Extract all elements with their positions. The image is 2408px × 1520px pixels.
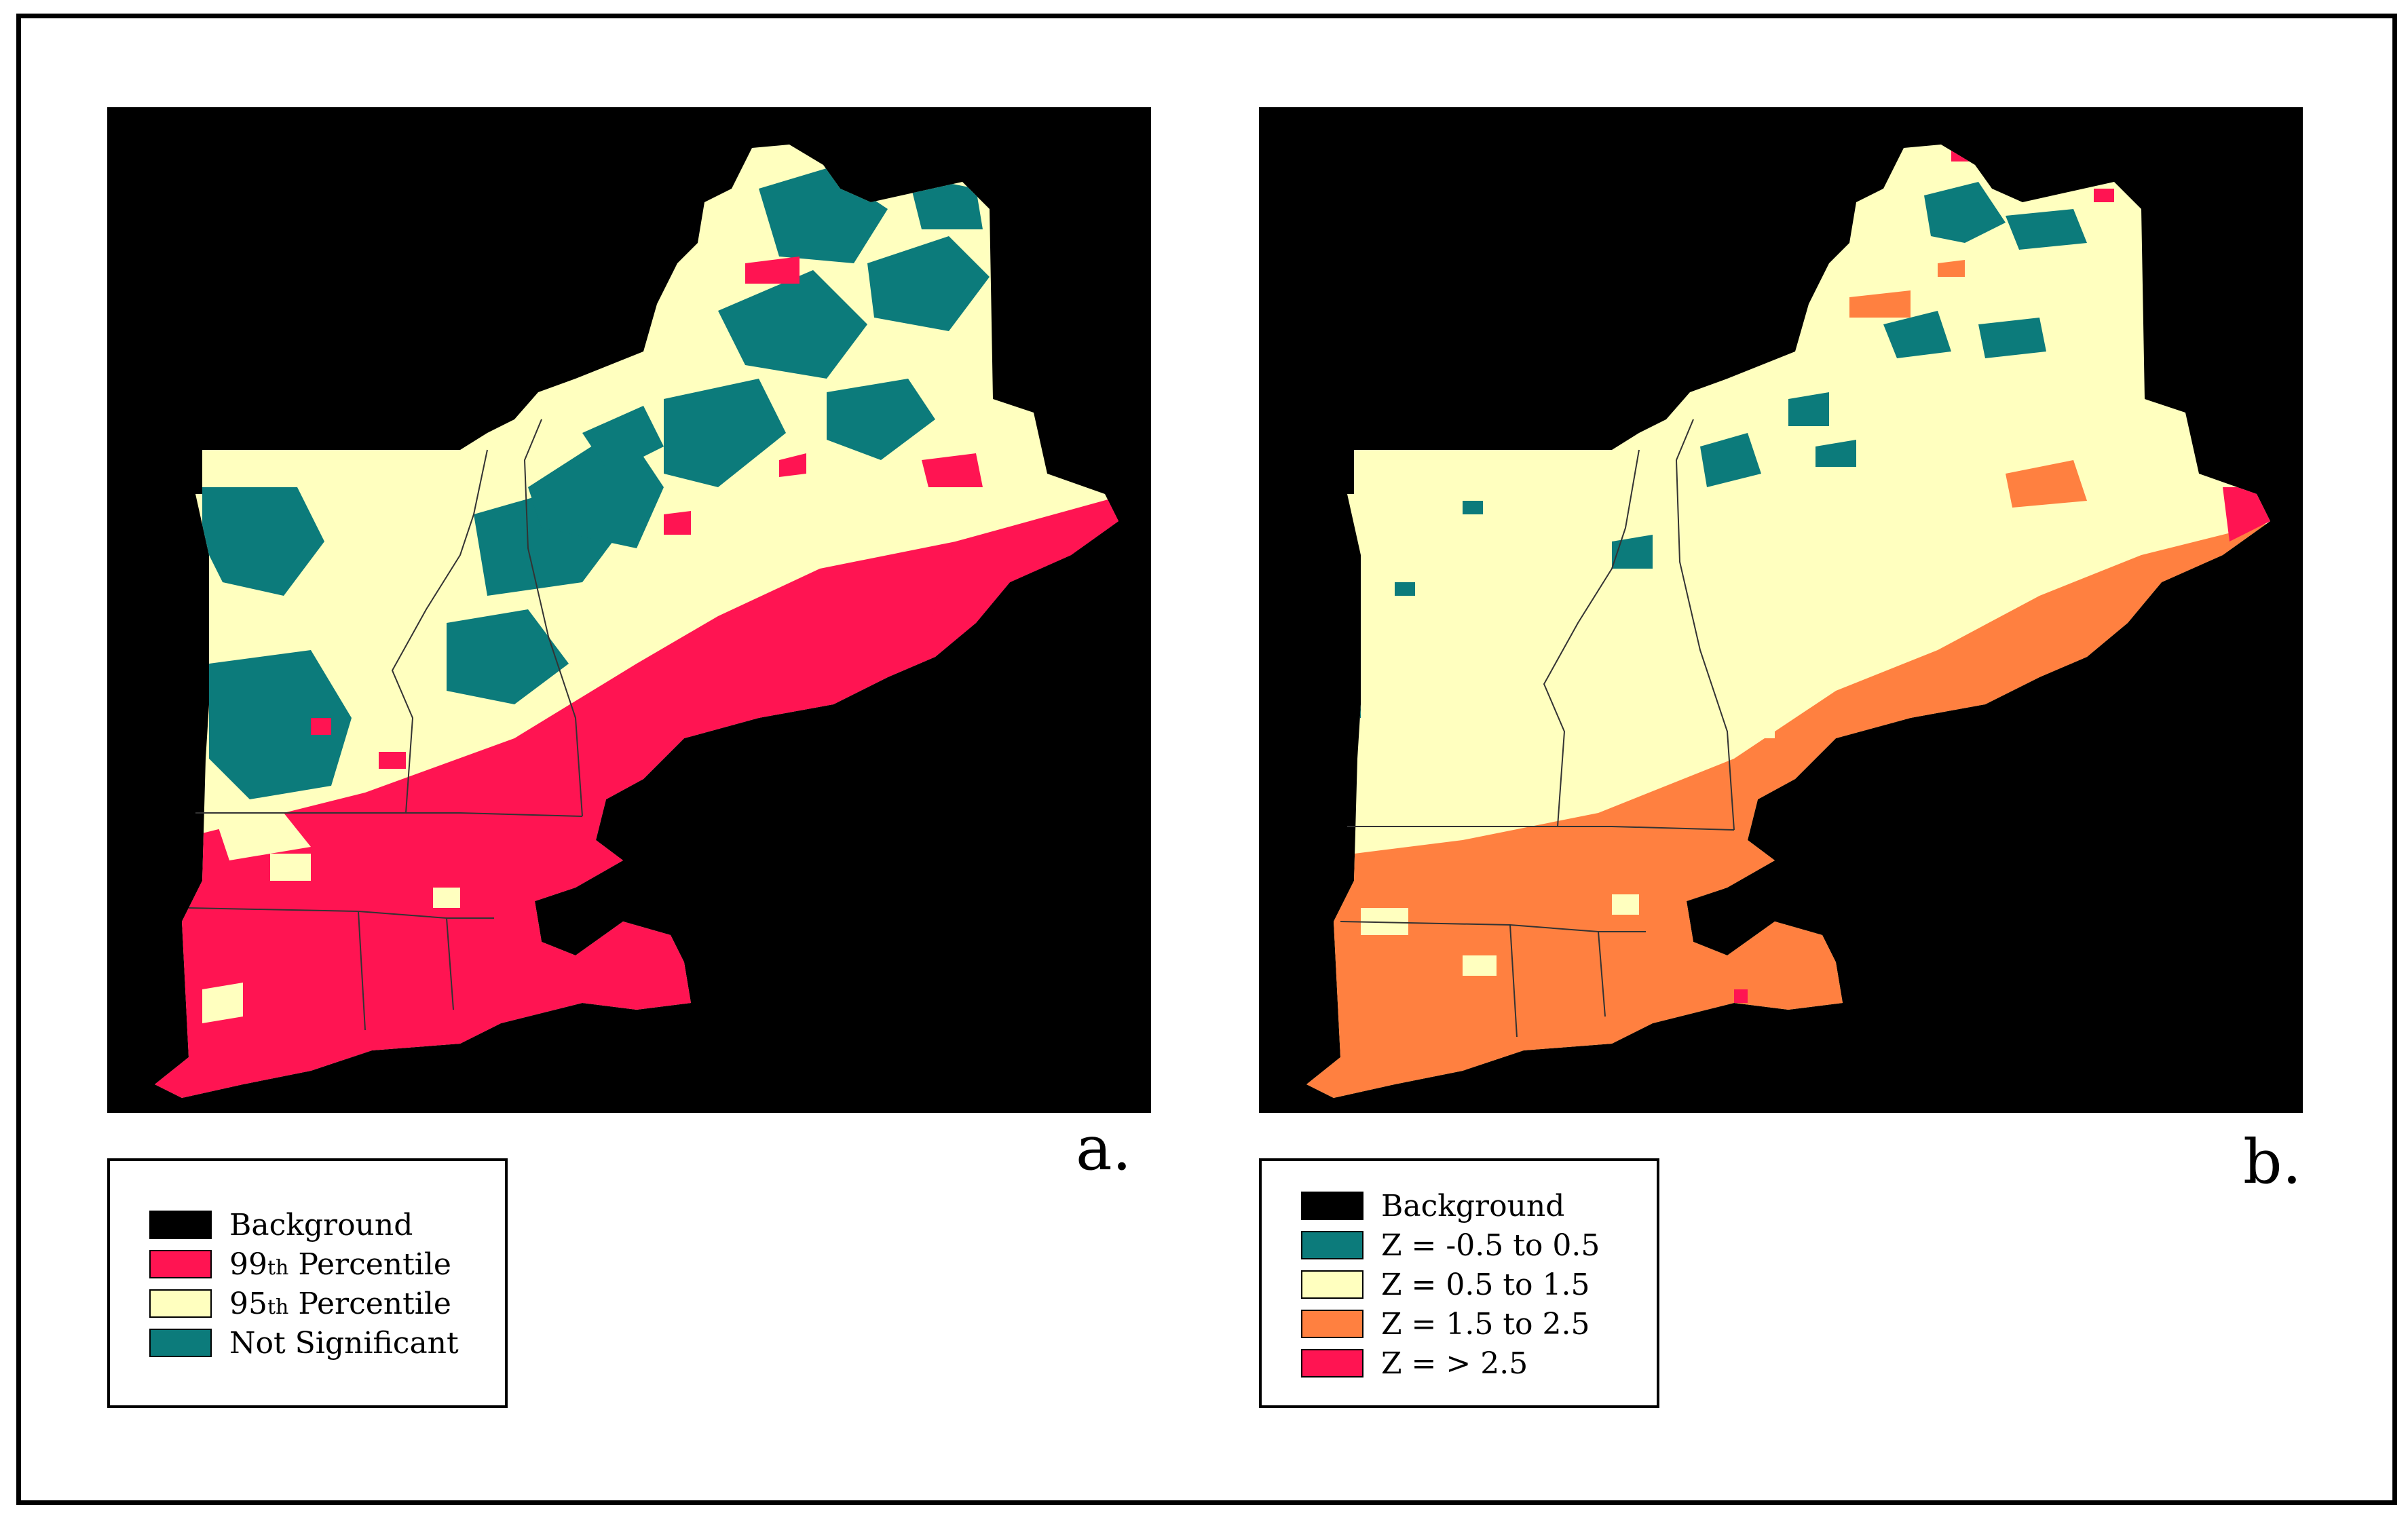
legend-a-item-not-significant: Not Significant — [149, 1325, 459, 1361]
legend-a-item-99th: 99th Percentile — [149, 1247, 451, 1282]
map-panel-a — [107, 107, 1151, 1113]
panel-label-a: a. — [1076, 1113, 1132, 1184]
legend-label: Z = 1.5 to 2.5 — [1381, 1306, 1590, 1342]
legend-b-item-z2: Z = 0.5 to 1.5 — [1301, 1267, 1590, 1302]
legend-label: Not Significant — [229, 1325, 459, 1361]
legend-label: 99th Percentile — [229, 1247, 451, 1282]
legend-swatch — [1301, 1349, 1363, 1378]
legend-b: Background Z = -0.5 to 0.5 Z = 0.5 to 1.… — [1259, 1158, 1659, 1408]
legend-label-num: 99 — [229, 1247, 267, 1282]
map-panel-b — [1259, 107, 2303, 1113]
legend-label: Z = 0.5 to 1.5 — [1381, 1267, 1590, 1302]
legend-swatch — [149, 1329, 212, 1357]
legend-label-suffix: th — [267, 1295, 289, 1319]
legend-swatch — [149, 1250, 212, 1278]
legend-label-rest: Percentile — [288, 1286, 451, 1321]
legend-swatch — [1301, 1231, 1363, 1259]
legend-swatch — [149, 1289, 212, 1318]
legend-label: Z = > 2.5 — [1381, 1346, 1528, 1381]
legend-swatch — [1301, 1270, 1363, 1299]
legend-a-item-background: Background — [149, 1207, 413, 1242]
legend-b-item-background: Background — [1301, 1188, 1565, 1223]
legend-a: Background 99th Percentile 95th Percenti… — [107, 1158, 508, 1408]
legend-label: Z = -0.5 to 0.5 — [1381, 1228, 1600, 1263]
legend-b-item-z4: Z = > 2.5 — [1301, 1346, 1528, 1381]
panel-label-b: b. — [2243, 1126, 2302, 1198]
legend-label: 95th Percentile — [229, 1287, 451, 1321]
legend-swatch — [149, 1211, 212, 1239]
map-a-svg — [155, 145, 1118, 1098]
legend-b-item-z1: Z = -0.5 to 0.5 — [1301, 1228, 1600, 1263]
legend-label-suffix: th — [267, 1255, 289, 1280]
legend-swatch — [1301, 1310, 1363, 1338]
map-b-svg — [1306, 145, 2270, 1098]
legend-label-num: 95 — [229, 1286, 267, 1321]
figure-frame — [16, 14, 2397, 1505]
legend-b-item-z3: Z = 1.5 to 2.5 — [1301, 1306, 1590, 1342]
legend-label: Background — [229, 1207, 413, 1242]
legend-a-item-95th: 95th Percentile — [149, 1287, 451, 1321]
legend-label-rest: Percentile — [288, 1247, 451, 1282]
legend-label: Background — [1381, 1188, 1565, 1223]
legend-swatch — [1301, 1192, 1363, 1220]
